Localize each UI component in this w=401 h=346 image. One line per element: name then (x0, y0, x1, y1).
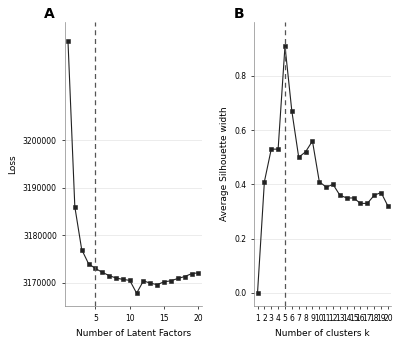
X-axis label: Number of clusters k: Number of clusters k (275, 329, 370, 338)
Y-axis label: Average Silhouette width: Average Silhouette width (220, 107, 229, 221)
X-axis label: Number of Latent Factors: Number of Latent Factors (76, 329, 191, 338)
Y-axis label: Loss: Loss (8, 154, 17, 174)
Text: B: B (233, 7, 244, 21)
Text: A: A (44, 7, 55, 21)
